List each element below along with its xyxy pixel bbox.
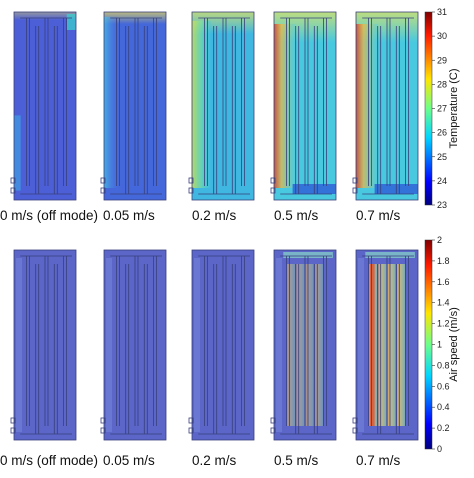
caption-airspeed-4: 0.7 m/s bbox=[356, 453, 401, 468]
panel-temperature-4 bbox=[352, 11, 419, 201]
panel-temperature-2 bbox=[188, 11, 255, 201]
panel-airspeed-3 bbox=[270, 249, 337, 441]
caption-airspeed-2: 0.2 m/s bbox=[192, 453, 237, 468]
colorbar-airspeed: 2 1.8 1.6 1.4 1.2 1 0.8 0.6 0.4 0.2 0 Air speed (m/… bbox=[424, 235, 460, 454]
colorbar-temperature-tick: 29 bbox=[437, 55, 447, 65]
colorbar-airspeed-tick: 0.2 bbox=[437, 423, 450, 433]
colorbar-temperature-tick: 26 bbox=[437, 128, 447, 138]
panel-temperature-3 bbox=[270, 11, 337, 201]
panel-airspeed-4 bbox=[352, 249, 419, 441]
caption-airspeed-1: 0.05 m/s bbox=[103, 453, 155, 468]
colorbar-temperature-gradient bbox=[424, 11, 433, 206]
caption-temperature-4: 0.7 m/s bbox=[356, 208, 401, 223]
colorbar-airspeed-tick: 0.6 bbox=[437, 381, 450, 391]
colorbar-airspeed-tick: 0.4 bbox=[437, 402, 450, 412]
colorbar-temperature-tick: 31 bbox=[437, 7, 447, 17]
colorbar-temperature: 31 30 29 28 27 26 25 24 23 Temperature (C) bbox=[424, 7, 460, 210]
panel-temperature-1 bbox=[100, 11, 167, 201]
colorbar-temperature-tick: 30 bbox=[437, 31, 447, 41]
colorbar-airspeed-tick: 0 bbox=[437, 444, 442, 454]
colorbar-airspeed-tick: 1 bbox=[437, 340, 442, 350]
colorbar-airspeed-tick: 1.4 bbox=[437, 298, 450, 308]
panel-airspeed-0 bbox=[10, 249, 77, 441]
colorbar-temperature-tick: 24 bbox=[437, 176, 447, 186]
panel-temperature-0 bbox=[10, 11, 77, 201]
panel-airspeed-1 bbox=[100, 249, 167, 441]
colorbar-airspeed-tick: 2 bbox=[437, 235, 442, 245]
caption-temperature-1: 0.05 m/s bbox=[103, 208, 155, 223]
caption-airspeed-0: 0 m/s (off mode) bbox=[0, 453, 99, 468]
colorbar-airspeed-tick: 1.8 bbox=[437, 256, 450, 266]
colorbar-airspeed-title: Air speed (m/s) bbox=[448, 307, 460, 382]
panel-airspeed-2 bbox=[188, 249, 255, 441]
colorbar-airspeed-gradient bbox=[424, 239, 433, 450]
colorbar-temperature-tick: 27 bbox=[437, 104, 447, 114]
colorbar-temperature-title: Temperature (C) bbox=[448, 68, 460, 148]
colorbar-airspeed-tick: 1.6 bbox=[437, 277, 450, 287]
caption-temperature-3: 0.5 m/s bbox=[274, 208, 319, 223]
colorbar-airspeed-tick: 0.8 bbox=[437, 360, 450, 370]
colorbar-temperature-tick: 25 bbox=[437, 152, 447, 162]
caption-airspeed-3: 0.5 m/s bbox=[274, 453, 319, 468]
caption-temperature-0: 0 m/s (off mode) bbox=[0, 208, 99, 223]
colorbar-temperature-tick: 28 bbox=[437, 79, 447, 89]
caption-temperature-2: 0.2 m/s bbox=[192, 208, 237, 223]
colorbar-airspeed-tick: 1.2 bbox=[437, 319, 450, 329]
colorbar-temperature-tick: 23 bbox=[437, 200, 447, 210]
